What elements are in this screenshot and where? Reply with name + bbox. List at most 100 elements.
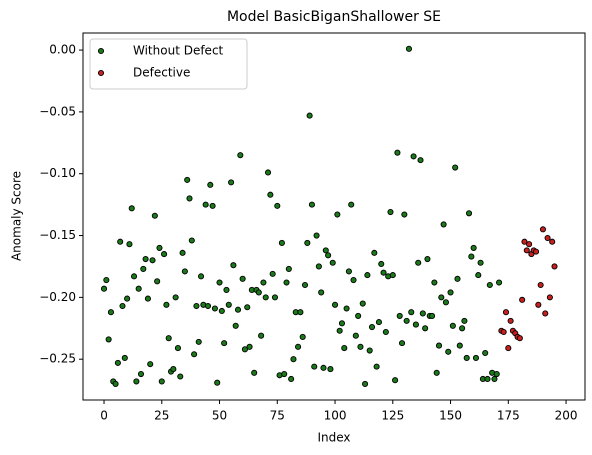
point [449,322,456,329]
point [177,373,184,380]
point [519,296,526,303]
point [133,378,140,385]
x-tick-label: 25 [154,409,169,423]
point [281,370,288,378]
y-tick-label: −0.15 [39,228,76,242]
point [255,289,262,296]
point [264,169,272,176]
point [318,289,325,296]
point [461,317,468,324]
point [320,364,327,371]
point [523,247,530,254]
point [433,369,440,376]
point [299,333,306,340]
point [355,312,362,319]
point [429,312,436,319]
point [484,375,491,383]
x-tick-label: 50 [212,409,227,423]
x-tick-label: 200 [555,409,578,423]
point [295,343,302,350]
y-tick-label: −0.10 [39,166,76,180]
point [417,157,424,164]
point [297,309,304,316]
point [348,201,355,208]
y-tick-label: −0.20 [39,290,76,304]
point [311,363,318,370]
point [191,351,198,358]
point [195,338,202,345]
point [343,305,350,312]
point [121,354,128,362]
point [269,270,276,277]
point [144,295,151,302]
x-tick-label: 175 [497,409,520,423]
point [154,278,161,285]
x-tick-label: 150 [439,409,462,423]
point [325,252,332,259]
point [204,302,212,310]
point [100,285,108,292]
point [336,327,343,334]
point [408,309,415,316]
point [537,281,544,289]
point [435,342,443,349]
point [440,221,447,228]
point [551,263,558,270]
x-axis-label: Index [317,431,350,445]
point [211,305,218,312]
point [493,370,500,378]
point [539,226,547,233]
point [271,294,279,301]
point [521,238,528,245]
point [246,343,253,350]
x-tick-label: 75 [270,409,285,423]
point [380,269,387,276]
point [232,322,239,329]
point [290,356,297,363]
point [218,307,225,315]
point [327,366,334,373]
point [468,253,475,260]
point [184,176,191,183]
y-tick-label: 0.00 [49,43,76,57]
point [403,317,410,324]
point [315,263,322,270]
point [114,359,121,366]
point [357,343,364,350]
point [251,369,258,376]
point [223,286,230,293]
point [505,345,512,352]
y-tick-label: −0.25 [39,352,76,366]
point [172,294,179,301]
point [156,244,163,251]
point [549,238,556,245]
point [526,241,533,248]
point [131,273,138,280]
point [398,340,406,347]
point [262,294,269,301]
y-tick-label: −0.05 [39,104,76,118]
point [209,202,216,209]
point [472,354,480,362]
chart-title: Model BasicBiganShallower SE [227,9,441,25]
point [507,317,514,324]
point [179,249,186,256]
point [313,232,320,239]
point [486,281,493,289]
point [500,328,507,336]
point [415,259,422,266]
point [193,302,200,310]
point [368,323,376,331]
point [463,354,470,362]
point [244,304,251,311]
point [535,301,542,308]
point [128,205,135,212]
point [151,212,158,219]
point [117,238,124,245]
point [422,325,429,332]
point [112,380,119,387]
point [267,191,274,198]
point [278,239,285,247]
point [214,379,221,386]
point [260,279,267,286]
